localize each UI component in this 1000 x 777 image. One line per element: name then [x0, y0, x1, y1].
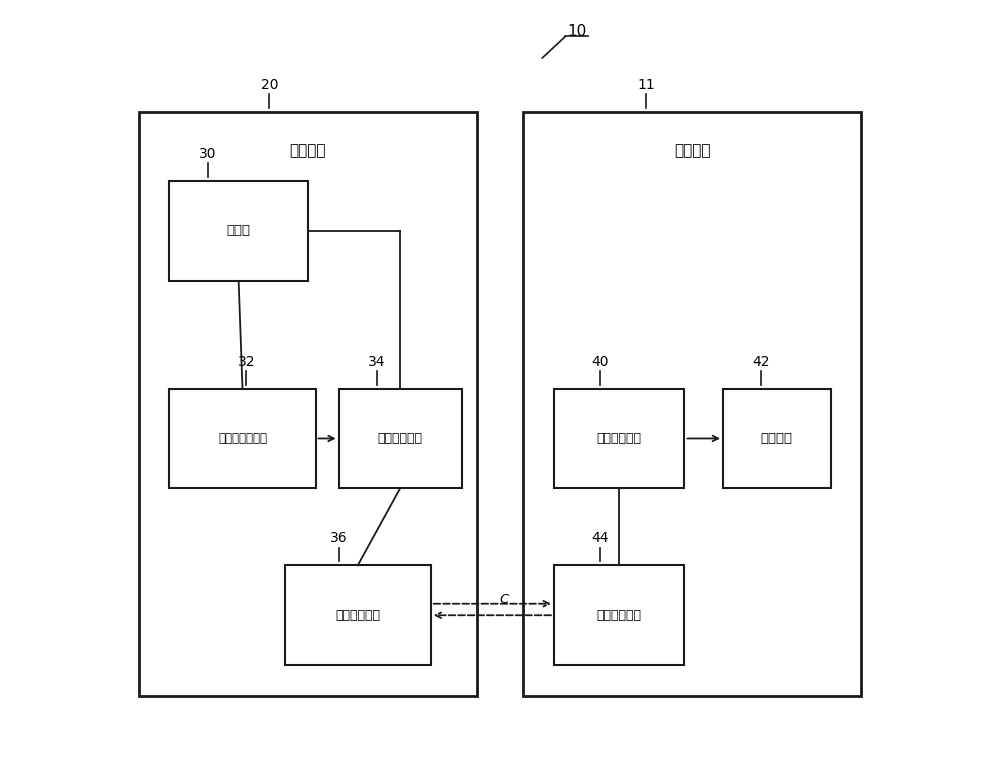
Text: 30: 30: [199, 147, 217, 161]
FancyBboxPatch shape: [554, 388, 684, 489]
FancyBboxPatch shape: [554, 566, 684, 665]
FancyBboxPatch shape: [169, 181, 308, 281]
Text: 42: 42: [753, 354, 770, 368]
Text: 36: 36: [330, 531, 347, 545]
Text: 摄像部: 摄像部: [227, 225, 251, 238]
Text: 32: 32: [238, 354, 255, 368]
FancyBboxPatch shape: [339, 388, 462, 489]
FancyBboxPatch shape: [139, 112, 477, 696]
Text: 34: 34: [368, 354, 386, 368]
Text: 相机侧通信部: 相机侧通信部: [335, 608, 380, 622]
Text: 终端装置: 终端装置: [674, 143, 710, 158]
Text: 40: 40: [591, 354, 609, 368]
FancyBboxPatch shape: [723, 388, 831, 489]
Text: 11: 11: [637, 78, 655, 92]
Text: 用户界面: 用户界面: [761, 432, 793, 445]
Text: C: C: [499, 594, 508, 606]
Text: 拍摄方向调整部: 拍摄方向调整部: [218, 432, 267, 445]
Text: 44: 44: [591, 531, 609, 545]
Text: 终端侧通信部: 终端侧通信部: [597, 608, 642, 622]
Text: 相机装置: 相机装置: [290, 143, 326, 158]
Text: 相机侧控制器: 相机侧控制器: [378, 432, 423, 445]
FancyBboxPatch shape: [285, 566, 431, 665]
Text: 20: 20: [261, 78, 278, 92]
Text: 终端侧控制器: 终端侧控制器: [597, 432, 642, 445]
Text: 10: 10: [567, 23, 586, 39]
FancyBboxPatch shape: [169, 388, 316, 489]
FancyBboxPatch shape: [523, 112, 861, 696]
